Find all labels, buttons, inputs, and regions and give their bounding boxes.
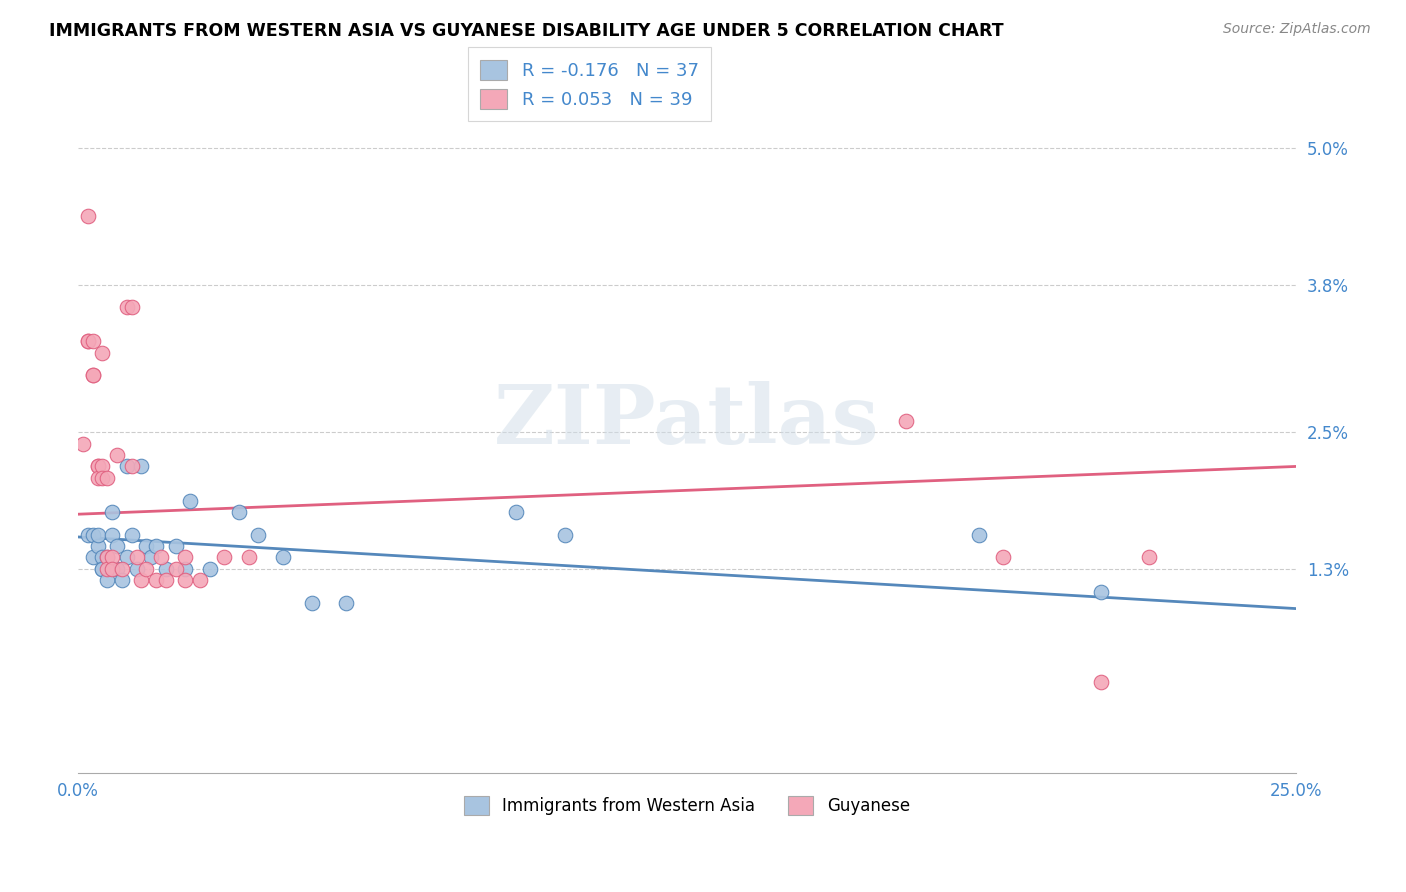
Point: [82, 368, 104, 383]
Point: [198, 562, 221, 576]
Point: [91, 562, 114, 576]
Point: [212, 550, 235, 565]
Point: [82, 527, 104, 541]
Text: IMMIGRANTS FROM WESTERN ASIA VS GUYANESE DISABILITY AGE UNDER 5 CORRELATION CHAR: IMMIGRANTS FROM WESTERN ASIA VS GUYANESE…: [49, 22, 1004, 40]
Point: [96, 573, 118, 587]
Point: [247, 527, 270, 541]
Point: [174, 573, 197, 587]
Point: [91, 471, 114, 485]
Point: [115, 300, 138, 314]
Point: [111, 562, 134, 576]
Point: [96, 471, 118, 485]
Point: [76, 334, 98, 349]
Point: [174, 550, 197, 565]
Point: [145, 573, 167, 587]
Point: [155, 573, 177, 587]
Point: [115, 550, 138, 565]
Point: [115, 459, 138, 474]
Point: [271, 550, 294, 565]
Point: [82, 550, 104, 565]
Point: [86, 539, 108, 553]
Point: [188, 573, 211, 587]
Point: [91, 550, 114, 565]
Point: [101, 550, 124, 565]
Point: [121, 300, 143, 314]
Point: [894, 414, 917, 428]
Text: Source: ZipAtlas.com: Source: ZipAtlas.com: [1223, 22, 1371, 37]
Point: [238, 550, 260, 565]
Point: [76, 527, 98, 541]
Point: [82, 368, 104, 383]
Point: [121, 527, 143, 541]
Point: [86, 459, 108, 474]
Point: [554, 527, 576, 541]
Point: [149, 550, 172, 565]
Point: [967, 527, 990, 541]
Point: [135, 562, 157, 576]
Point: [82, 334, 104, 349]
Point: [335, 596, 357, 610]
Point: [125, 550, 148, 565]
Point: [96, 562, 118, 576]
Point: [141, 550, 163, 565]
Point: [121, 459, 143, 474]
Point: [135, 539, 157, 553]
Point: [165, 539, 187, 553]
Point: [76, 210, 98, 224]
Point: [131, 573, 153, 587]
Point: [76, 334, 98, 349]
Point: [91, 562, 114, 576]
Point: [179, 493, 201, 508]
Point: [86, 459, 108, 474]
Point: [105, 562, 128, 576]
Point: [91, 459, 114, 474]
Point: [174, 562, 197, 576]
Point: [131, 459, 153, 474]
Point: [228, 505, 250, 519]
Point: [86, 471, 108, 485]
Point: [1090, 675, 1112, 690]
Point: [301, 596, 323, 610]
Point: [101, 505, 124, 519]
Point: [125, 562, 148, 576]
Point: [165, 562, 187, 576]
Point: [91, 345, 114, 359]
Point: [86, 527, 108, 541]
Point: [72, 436, 94, 450]
Text: ZIPatlas: ZIPatlas: [494, 381, 880, 461]
Point: [145, 539, 167, 553]
Point: [101, 562, 124, 576]
Point: [101, 527, 124, 541]
Point: [155, 562, 177, 576]
Point: [1090, 584, 1112, 599]
Point: [105, 539, 128, 553]
Point: [505, 505, 527, 519]
Point: [105, 448, 128, 462]
Legend: Immigrants from Western Asia, Guyanese: Immigrants from Western Asia, Guyanese: [454, 787, 920, 825]
Point: [111, 573, 134, 587]
Point: [96, 550, 118, 565]
Point: [993, 550, 1015, 565]
Point: [96, 550, 118, 565]
Point: [1139, 550, 1161, 565]
